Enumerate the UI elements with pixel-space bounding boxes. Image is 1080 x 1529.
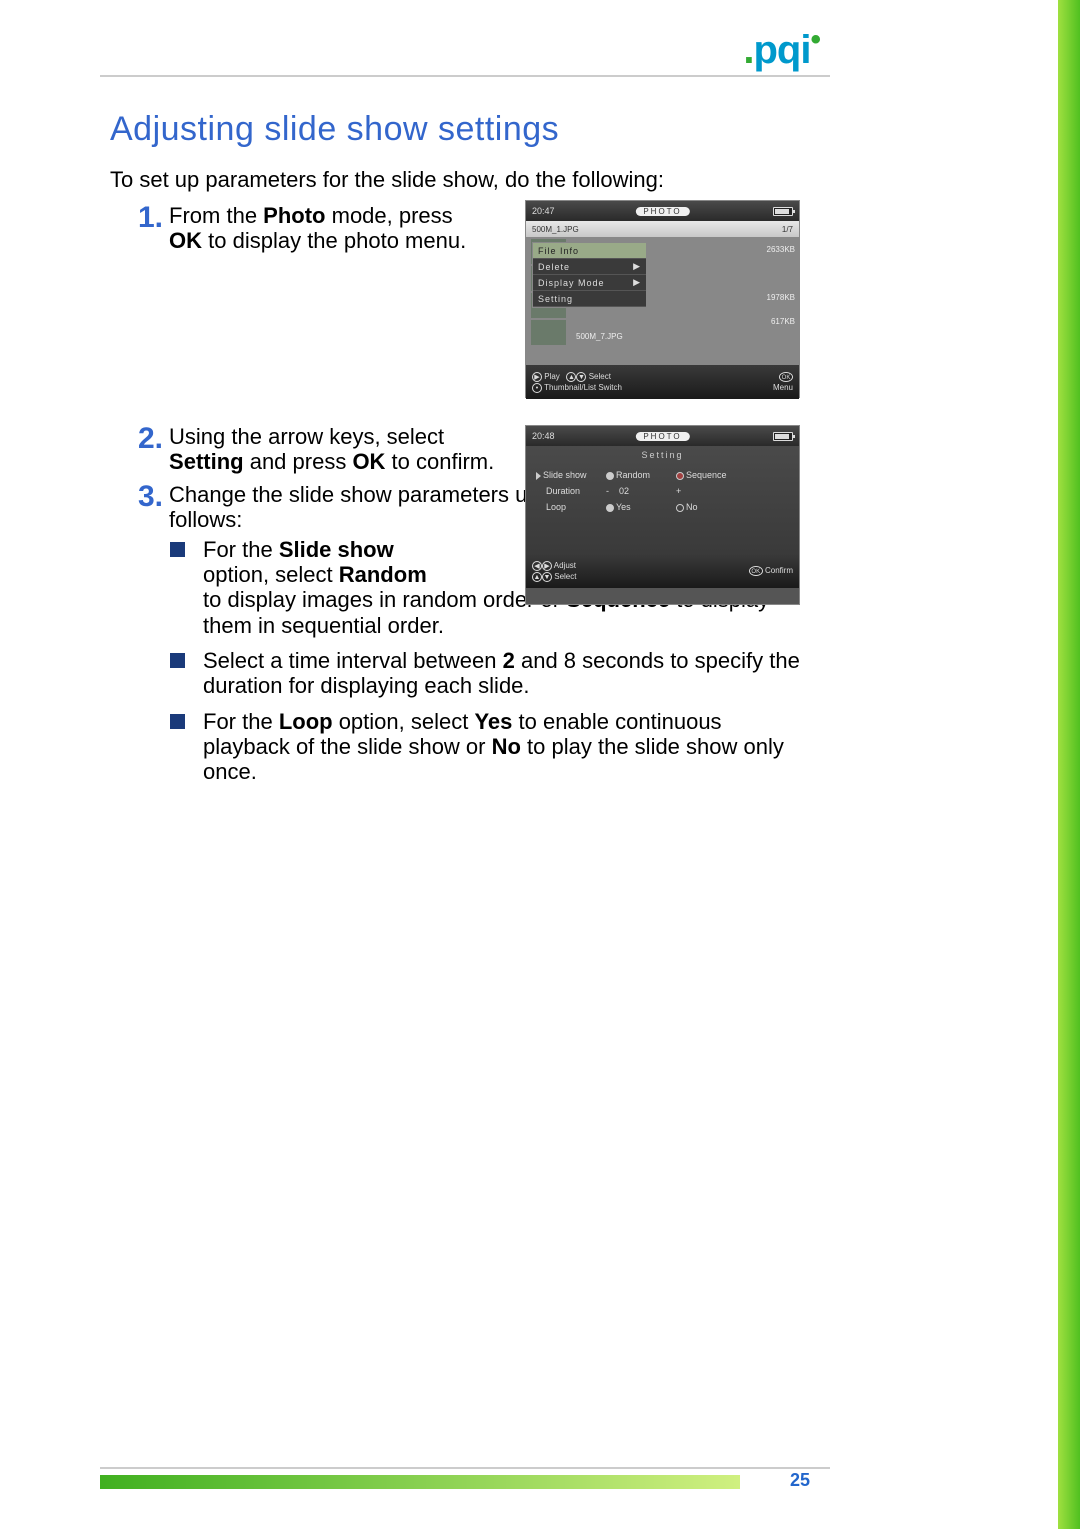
intro-text: To set up parameters for the slide show,… bbox=[110, 167, 800, 193]
menu-item-delete[interactable]: Delete▶ bbox=[533, 259, 646, 275]
bg-filename: 500M_7.JPG bbox=[576, 332, 623, 341]
duration-plus[interactable]: + bbox=[676, 486, 746, 496]
device-screenshot-1: 20:47 PHOTO 500M_1.JPG 1/7 500M_7.JPG Fi… bbox=[525, 200, 800, 398]
device-time: 20:47 bbox=[532, 206, 555, 216]
counter-label: 1/7 bbox=[782, 225, 793, 234]
context-menu: File Info Delete▶ Display Mode▶ Setting bbox=[532, 242, 647, 308]
hint-left: ◀▶ Adjust ▲▼ Select bbox=[532, 560, 576, 582]
device-screenshot-2: 20:48 PHOTO Setting Slide show Random Se… bbox=[525, 425, 800, 605]
settings-title: Setting bbox=[530, 450, 795, 460]
option-yes[interactable]: Yes bbox=[606, 502, 676, 512]
bullet-item: Select a time interval between 2 and 8 s… bbox=[170, 648, 800, 699]
option-random[interactable]: Random bbox=[606, 470, 676, 480]
menu-item-setting[interactable]: Setting bbox=[533, 291, 646, 307]
battery-icon bbox=[773, 432, 793, 441]
settings-grid: Slide show Random Sequence Duration - 02… bbox=[530, 470, 795, 512]
bullet-square-icon bbox=[170, 653, 185, 668]
row-duration-label: Duration bbox=[536, 486, 606, 496]
file-size-list: 2633KB 1978KB 617KB bbox=[740, 239, 795, 335]
hint-left: ▶ Play ▲▼ Select • Thumbnail/List Switch bbox=[532, 371, 622, 393]
row-slideshow-label: Slide show bbox=[536, 470, 606, 480]
device-time: 20:48 bbox=[532, 431, 555, 441]
bullet-square-icon bbox=[170, 542, 185, 557]
bullet-item: For the Loop option, select Yes to enabl… bbox=[170, 709, 800, 785]
mode-pill: PHOTO bbox=[635, 207, 689, 216]
option-no[interactable]: No bbox=[676, 502, 746, 512]
brand-logo: .pqi• bbox=[743, 28, 820, 73]
page-number: 25 bbox=[790, 1470, 810, 1491]
bullet-square-icon bbox=[170, 714, 185, 729]
filename-label: 500M_1.JPG bbox=[532, 225, 579, 234]
mode-pill: PHOTO bbox=[635, 432, 689, 441]
header-rule bbox=[100, 75, 830, 77]
hint-right: OK Confirm bbox=[749, 565, 793, 576]
step-number: 1. bbox=[138, 203, 163, 233]
menu-item-display-mode[interactable]: Display Mode▶ bbox=[533, 275, 646, 291]
step-number: 2. bbox=[138, 424, 163, 454]
battery-icon bbox=[773, 207, 793, 216]
page-title: Adjusting slide show settings bbox=[110, 110, 800, 149]
option-sequence[interactable]: Sequence bbox=[676, 470, 746, 480]
duration-value[interactable]: - 02 bbox=[606, 486, 676, 496]
footer-gradient-bar bbox=[100, 1475, 740, 1489]
menu-item-file-info[interactable]: File Info bbox=[533, 243, 646, 259]
step-number: 3. bbox=[138, 482, 163, 512]
side-accent-bar bbox=[1058, 0, 1080, 1529]
footer-rule bbox=[100, 1467, 830, 1469]
row-loop-label: Loop bbox=[536, 502, 606, 512]
hint-right: OKMenu bbox=[773, 371, 793, 393]
